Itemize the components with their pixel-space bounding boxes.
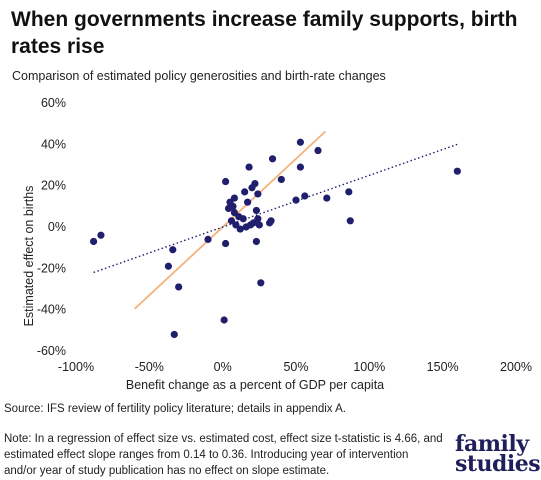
y-tick-label: -40% <box>37 303 66 317</box>
low-slope-fit-line <box>93 143 458 274</box>
source-note: Source: IFS review of fertility policy l… <box>4 403 346 415</box>
x-axis-label: Benefit change as a percent of GDP per c… <box>126 378 384 392</box>
data-point <box>230 194 238 202</box>
data-point <box>323 194 331 202</box>
data-point <box>236 225 244 233</box>
data-point <box>257 279 265 287</box>
x-tick-label: 50% <box>283 360 308 374</box>
x-tick-label: 150% <box>427 360 459 374</box>
data-point <box>164 262 172 270</box>
data-point <box>254 190 262 198</box>
chart-title: When governments increase family support… <box>11 8 518 58</box>
data-point <box>296 163 304 171</box>
x-axis-ticks: -100% -50% 0% 50% 100% 150% 200% <box>58 360 532 374</box>
y-tick-label: 0% <box>48 220 66 234</box>
data-point <box>222 239 230 248</box>
data-point <box>277 175 285 184</box>
data-point <box>239 215 247 223</box>
data-point <box>97 231 105 239</box>
x-tick-label: 100% <box>353 360 385 374</box>
data-point <box>251 180 259 188</box>
x-tick-label: -100% <box>58 360 94 374</box>
data-point <box>255 221 263 229</box>
x-tick-label: -50% <box>135 360 164 374</box>
regression-note: Note: In a regression of effect size vs.… <box>4 433 443 477</box>
y-tick-label: 60% <box>41 96 66 110</box>
data-point <box>254 215 262 223</box>
logo-line-2: studies <box>455 451 541 477</box>
data-point <box>245 163 253 171</box>
logo-line-1: family <box>455 431 529 457</box>
family-studies-logo: family studies <box>455 431 541 477</box>
x-tick-label: 200% <box>500 360 532 374</box>
y-axis-label: Estimated effect on births <box>22 186 36 327</box>
data-point <box>252 206 260 215</box>
data-point <box>301 192 309 200</box>
data-point <box>175 283 183 291</box>
data-point <box>241 188 249 196</box>
data-point <box>346 217 354 225</box>
data-point <box>267 217 275 225</box>
y-tick-label: 40% <box>41 137 66 151</box>
data-point <box>268 155 277 163</box>
y-tick-label: -20% <box>37 261 66 275</box>
data-point <box>170 330 178 339</box>
y-tick-label: 20% <box>41 179 66 193</box>
data-point <box>314 146 322 155</box>
data-point <box>90 237 98 246</box>
data-point <box>453 167 461 175</box>
y-axis-ticks: 60% 40% 20% 0% -20% -40% -60% <box>37 96 66 358</box>
y-tick-label: -60% <box>37 344 66 358</box>
data-point <box>292 196 300 204</box>
data-point <box>220 316 228 324</box>
data-point <box>229 202 237 210</box>
chart-subtitle: Comparison of estimated policy generosit… <box>12 69 386 83</box>
data-point <box>296 138 304 146</box>
data-point <box>345 188 353 196</box>
x-tick-label: 0% <box>214 360 232 374</box>
data-point <box>244 198 252 206</box>
data-point <box>222 177 230 186</box>
data-points <box>90 138 461 339</box>
data-point <box>204 235 212 243</box>
data-point <box>252 237 260 246</box>
data-point <box>169 246 177 254</box>
